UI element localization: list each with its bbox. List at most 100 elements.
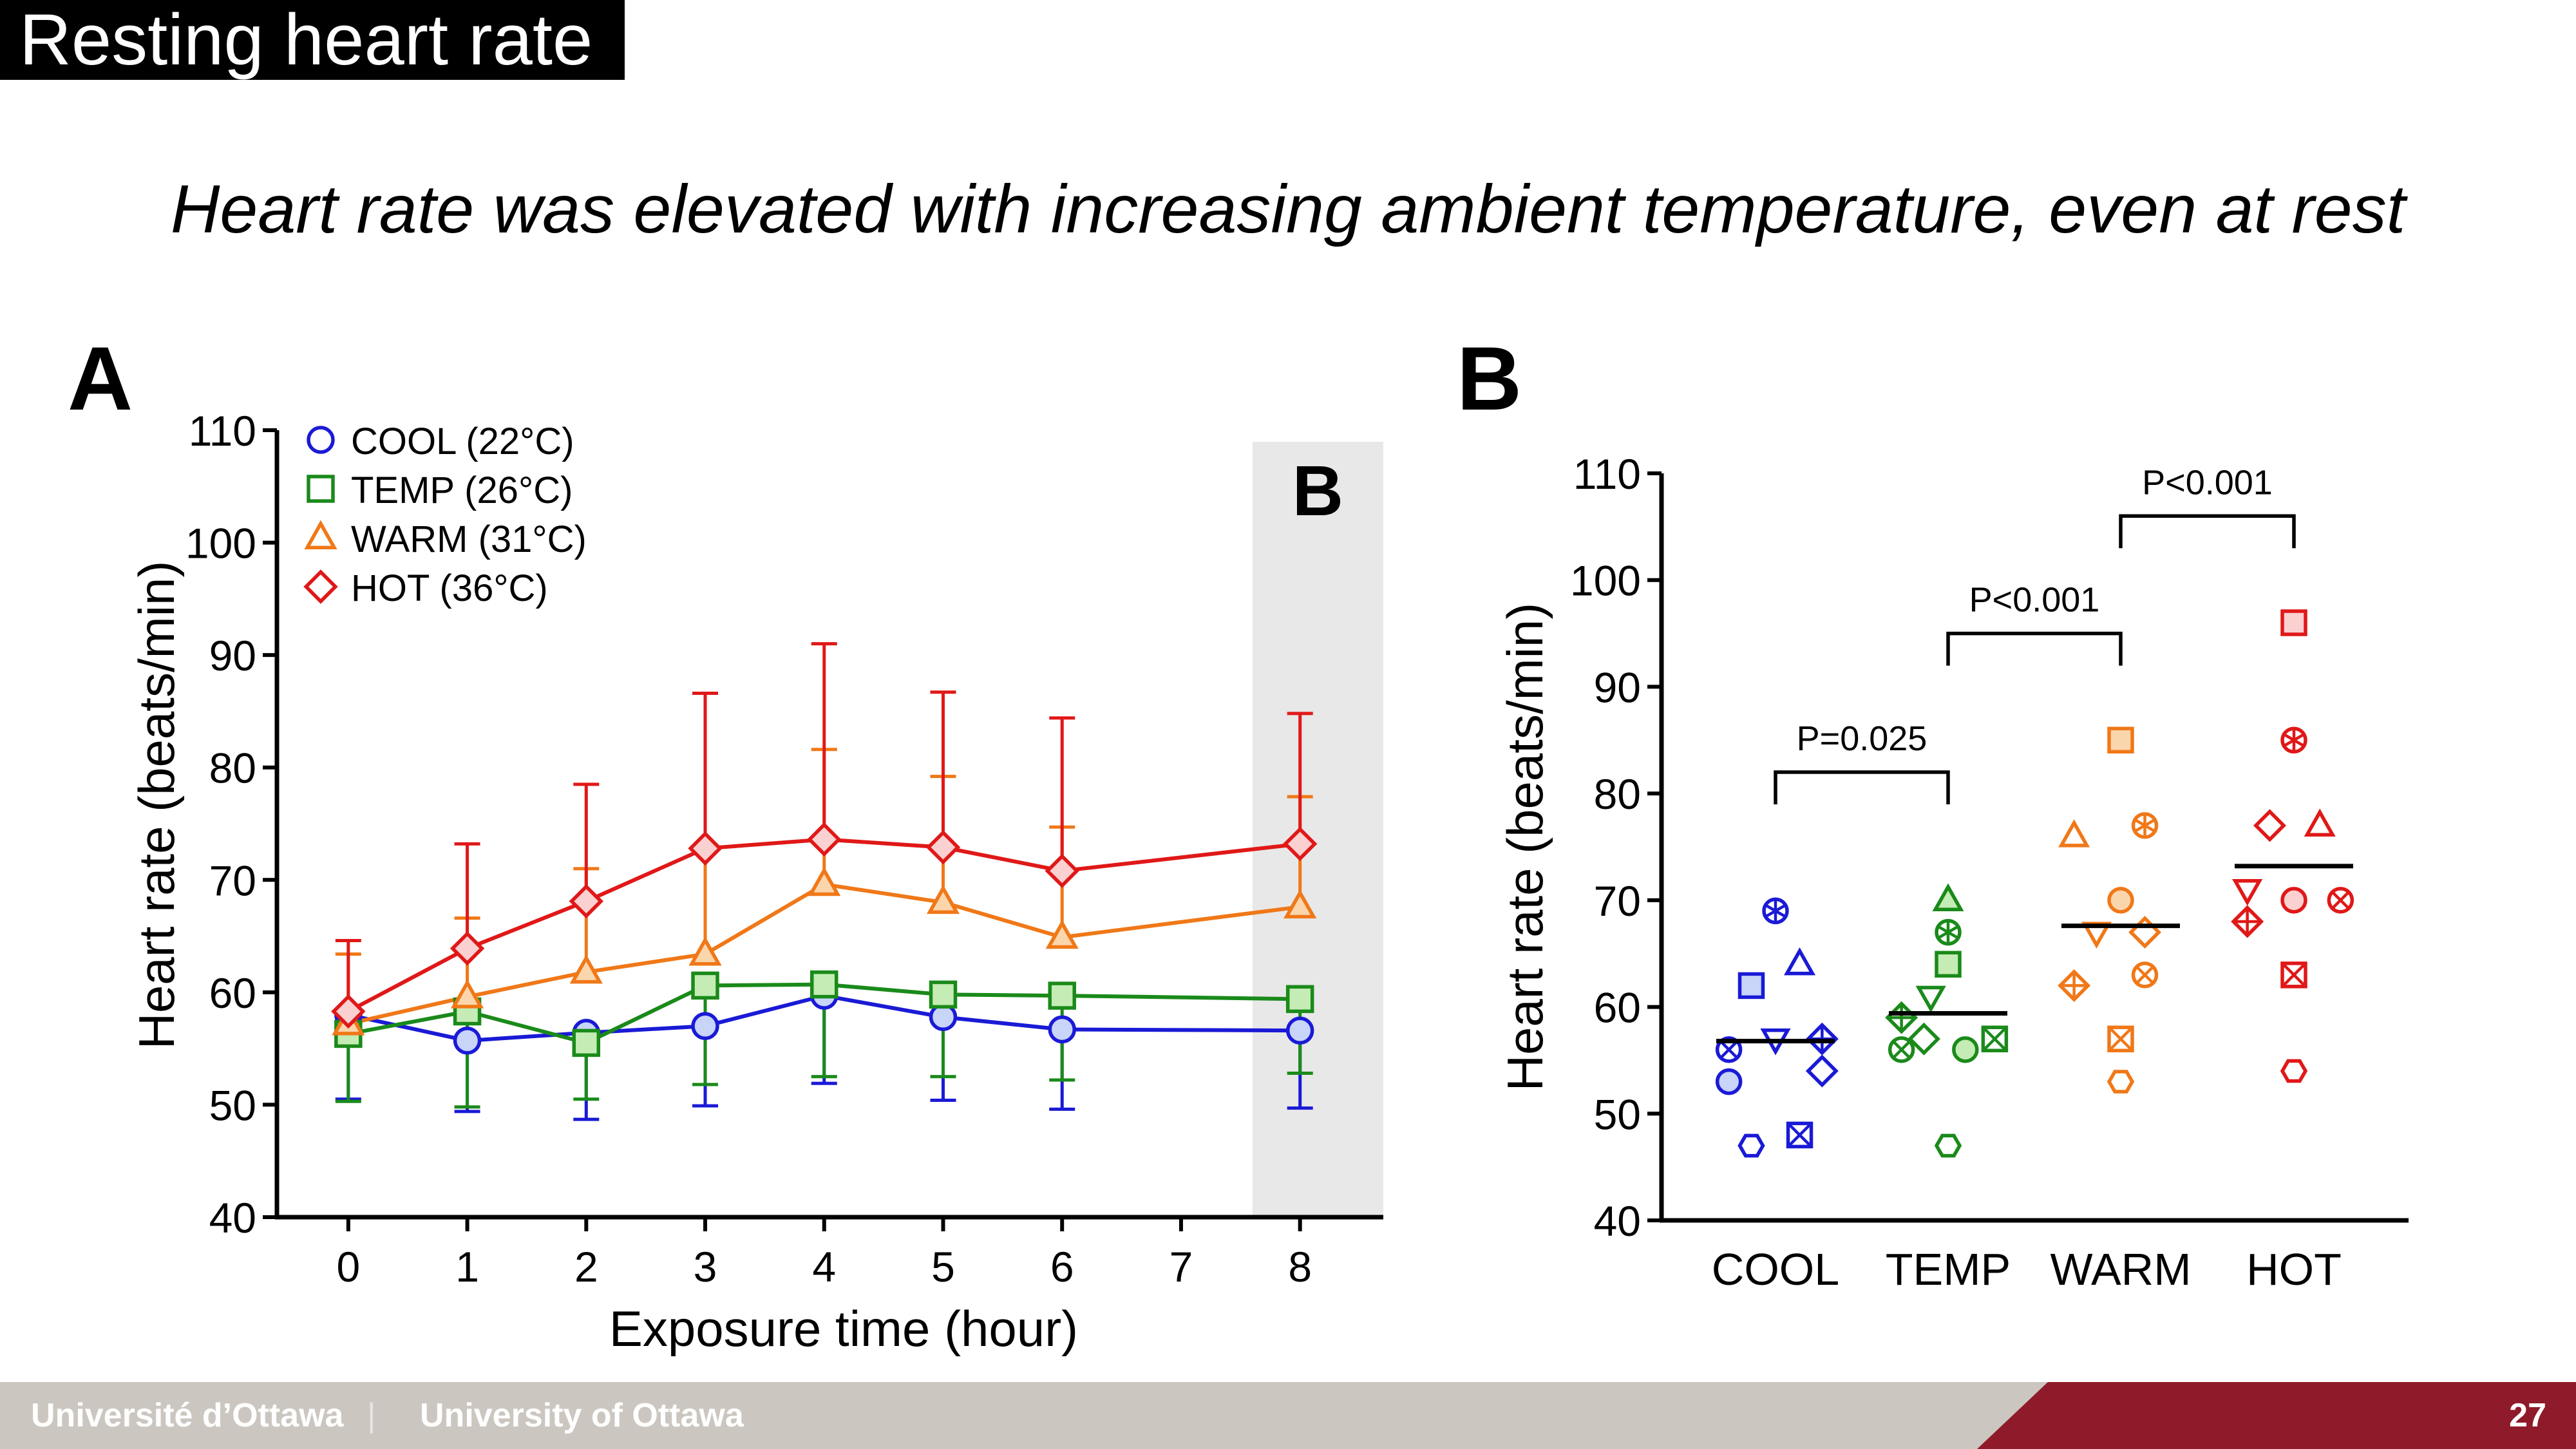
marker-shape <box>2128 916 2162 949</box>
chart-b-y-axis-label: Heart rate (beats/min) <box>1497 603 1553 1092</box>
data-point-hot <box>2280 609 2307 636</box>
marker-shape <box>926 884 960 914</box>
marker-stroke <box>2134 818 2156 833</box>
marker-shape <box>1885 1001 1918 1034</box>
marker-stroke <box>1892 1040 1911 1059</box>
marker-shape <box>331 994 366 1029</box>
marker-stroke <box>1786 1122 1813 1148</box>
y-tick-label: 40 <box>209 1194 256 1242</box>
legend-label: TEMP (26°C) <box>351 469 573 511</box>
error-bar <box>1287 712 1313 844</box>
marker-shape <box>2131 961 2159 989</box>
marker-shape <box>572 1028 601 1057</box>
data-point-temp <box>1048 981 1076 1010</box>
y-tick-label: 60 <box>209 969 256 1017</box>
marker-shape <box>691 1012 719 1040</box>
significance-bracket: P=0.025 <box>1774 719 1950 804</box>
marker-shape <box>2231 905 2264 938</box>
marker-shape <box>2107 887 2134 914</box>
error-bar <box>454 1040 480 1113</box>
marker-stroke <box>2281 962 2307 988</box>
error-bar <box>811 642 837 840</box>
legend-item-warm: WARM (31°C) <box>304 518 587 560</box>
marker-shape <box>2058 969 2091 1002</box>
x-tick-label: 4 <box>812 1243 836 1291</box>
series-line-warm <box>348 882 1301 1026</box>
error-bar <box>930 690 956 848</box>
bracket-line <box>1774 770 1950 804</box>
data-point-cool <box>1805 1054 1839 1088</box>
marker-shape <box>808 866 841 896</box>
slide-title: Resting heart rate <box>0 0 625 80</box>
footer-bar: Université d’Ottawa | University of Otta… <box>0 1382 2576 1449</box>
data-point-temp <box>810 970 838 999</box>
x-tick-label: 2 <box>574 1243 598 1291</box>
chart-b-mean-lines <box>1716 864 2353 1044</box>
error-bar <box>335 1014 361 1101</box>
data-point-hot <box>688 831 723 866</box>
error-bar <box>454 842 480 949</box>
chart-b-points <box>1715 609 2354 1158</box>
data-point-temp <box>1952 1036 1979 1063</box>
significance-bracket: P<0.001 <box>2119 463 2296 549</box>
data-point-temp <box>1907 1022 1940 1056</box>
marker-shape <box>688 831 723 866</box>
panel-b-label: B <box>1457 328 1522 429</box>
marker-stroke <box>1765 904 1786 918</box>
data-point-warm <box>688 936 722 966</box>
legend-marker-hot <box>303 569 338 604</box>
chart-a-axes <box>263 428 1383 1231</box>
data-point-warm <box>2058 819 2090 848</box>
data-point-warm <box>2081 922 2112 949</box>
error-bar <box>335 1034 361 1103</box>
data-point-cool <box>1784 947 1816 976</box>
error-bar <box>573 1032 600 1121</box>
marker-shape <box>1786 1121 1814 1149</box>
marker-stroke <box>1892 1040 1911 1059</box>
data-point-hot <box>2280 961 2307 989</box>
data-point-hot <box>2304 808 2336 837</box>
chart-a-highlight-region <box>1252 442 1383 1217</box>
data-point-warm <box>1283 889 1317 919</box>
data-point-cool <box>1805 1022 1839 1056</box>
series-mark-layer <box>331 822 1318 1057</box>
marker-shape <box>2107 1070 2135 1094</box>
legend-label: WARM (31°C) <box>351 518 587 560</box>
marker-shape <box>1285 1016 1314 1045</box>
data-point-cool <box>572 1018 601 1047</box>
x-tick-label: 8 <box>1288 1243 1312 1291</box>
marker-shape <box>1932 883 1964 912</box>
data-point-hot <box>331 994 366 1029</box>
y-tick-label: 110 <box>1573 450 1641 498</box>
marker-shape <box>2327 887 2354 914</box>
marker-shape <box>688 936 722 966</box>
data-point-hot <box>2232 879 2263 906</box>
marker-shape <box>1762 897 1789 925</box>
data-point-warm <box>2131 812 2159 839</box>
error-bar <box>930 994 956 1079</box>
series-err-layer <box>335 642 1313 1121</box>
y-tick-label: 80 <box>1594 770 1641 818</box>
marker-stroke <box>2136 965 2154 985</box>
error-bar <box>692 691 719 849</box>
x-tick-label: 0 <box>336 1243 360 1291</box>
marker-shape <box>1715 1068 1743 1095</box>
marker-stroke <box>2283 733 2305 748</box>
error-bar <box>811 748 837 885</box>
x-tick-label: 6 <box>1050 1243 1074 1291</box>
data-point-temp <box>334 1019 363 1048</box>
data-point-hot <box>2280 726 2307 754</box>
chart-a-series <box>331 642 1318 1121</box>
marker-shape <box>453 1027 482 1055</box>
marker-shape <box>1045 919 1079 949</box>
error-bar <box>454 1011 480 1109</box>
data-point-hot <box>1045 853 1079 889</box>
error-bar <box>1287 999 1313 1075</box>
panel-a-label: A <box>68 328 133 429</box>
marker-shape <box>1048 981 1076 1010</box>
marker-shape <box>332 1006 365 1036</box>
marker-shape <box>2058 819 2090 848</box>
data-point-warm <box>2058 969 2091 1002</box>
data-point-cool <box>1786 1121 1814 1149</box>
marker-shape <box>929 1003 958 1032</box>
